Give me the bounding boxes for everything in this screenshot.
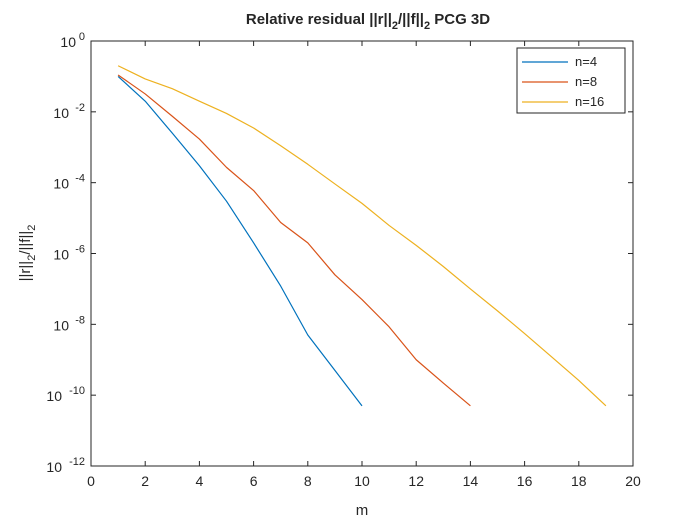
x-tick-label: 0	[87, 473, 95, 489]
y-tick-label: 10	[60, 34, 76, 50]
chart-title: Relative residual ||r||2/||f||2 PCG 3D	[246, 11, 490, 32]
plot-frame	[90, 40, 634, 467]
legend-entry-2: n=8	[522, 74, 597, 89]
x-axis-ticks: 0 2 4 6 8 10 12 14 16 18 20	[87, 41, 641, 489]
chart-title-tail: PCG 3D	[430, 11, 490, 28]
legend-label-3: n=16	[575, 94, 604, 109]
legend-entry-1: n=4	[522, 54, 597, 69]
x-tick-label: 16	[517, 473, 533, 489]
legend-box	[516, 47, 626, 114]
x-tick-label: 10	[354, 473, 370, 489]
legend: n=4 n=8 n=16	[516, 47, 626, 114]
y-tick-label: 10	[53, 176, 69, 192]
y-axis-label-sub1: 2	[26, 255, 38, 261]
y-axis-label-part2: /||f||	[17, 231, 34, 255]
x-tick-label: 2	[141, 473, 149, 489]
x-tick-label: 12	[408, 473, 424, 489]
series-lines	[117, 65, 607, 407]
x-tick-label: 18	[571, 473, 587, 489]
series-line-n-8	[117, 74, 471, 407]
x-tick-label: 6	[250, 473, 258, 489]
y-axis-label-part1: ||r||	[17, 261, 34, 282]
chart-title-main: Relative residual ||r||	[246, 11, 392, 28]
series-line-n-4	[117, 75, 363, 407]
series-line-n-16	[117, 65, 607, 407]
y-tick-exponent-label: -2	[75, 102, 85, 114]
x-axis-label: m	[356, 502, 369, 519]
y-tick-exponent-label: -6	[75, 244, 85, 256]
x-tick-label: 8	[304, 473, 312, 489]
x-tick-label: 14	[463, 473, 479, 489]
y-tick-exponent-label: -12	[69, 456, 85, 468]
y-tick-exponent-label: -10	[69, 385, 85, 397]
chart-title-sub2: 2	[424, 20, 430, 32]
chart-title-sub1: 2	[392, 20, 398, 32]
chart-title-mid: /||f||	[398, 11, 424, 28]
y-tick-label: 10	[46, 388, 62, 404]
legend-label-1: n=4	[575, 54, 597, 69]
y-tick-exponent-label: -8	[75, 314, 85, 326]
legend-label-2: n=8	[575, 74, 597, 89]
y-tick-exponent-label: 0	[79, 31, 85, 43]
y-axis-label-sub2: 2	[26, 225, 38, 231]
y-tick-label: 10	[53, 317, 69, 333]
y-tick-label: 10	[53, 247, 69, 263]
y-axis-label: ||r||2/||f||2	[17, 225, 38, 282]
y-tick-label: 10	[53, 105, 69, 121]
x-tick-label: 4	[196, 473, 204, 489]
legend-entry-3: n=16	[522, 94, 604, 109]
y-tick-label: 10	[46, 459, 62, 475]
y-tick-exponent-label: -4	[75, 173, 85, 185]
x-tick-label: 20	[625, 473, 641, 489]
